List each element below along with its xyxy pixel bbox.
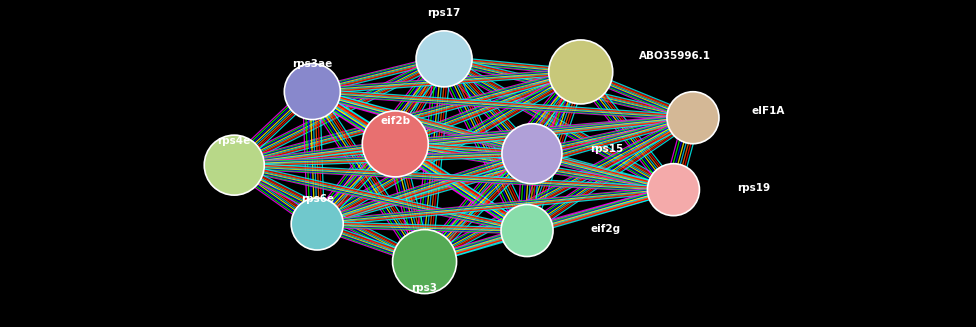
Ellipse shape [291, 198, 344, 250]
Text: rps17: rps17 [427, 8, 461, 18]
Text: rps15: rps15 [590, 144, 624, 154]
Ellipse shape [502, 124, 562, 184]
Text: rps3ae: rps3ae [292, 59, 333, 69]
Text: ABO35996.1: ABO35996.1 [639, 51, 712, 60]
Text: rps3: rps3 [412, 283, 437, 293]
Ellipse shape [284, 63, 341, 120]
Text: eif2b: eif2b [381, 116, 410, 126]
Ellipse shape [362, 111, 428, 177]
Text: eIF1A: eIF1A [752, 106, 785, 116]
Ellipse shape [416, 31, 472, 87]
Text: rps6e: rps6e [301, 194, 334, 204]
Text: rps19: rps19 [737, 183, 770, 193]
Text: eif2g: eif2g [590, 224, 621, 234]
Text: rps4e: rps4e [218, 135, 251, 146]
Ellipse shape [501, 204, 553, 257]
Ellipse shape [204, 135, 264, 195]
Ellipse shape [667, 92, 719, 144]
Ellipse shape [549, 40, 613, 104]
Ellipse shape [392, 230, 457, 294]
Ellipse shape [647, 164, 700, 216]
